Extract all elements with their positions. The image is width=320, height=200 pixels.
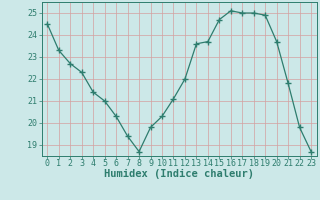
X-axis label: Humidex (Indice chaleur): Humidex (Indice chaleur) <box>104 169 254 179</box>
